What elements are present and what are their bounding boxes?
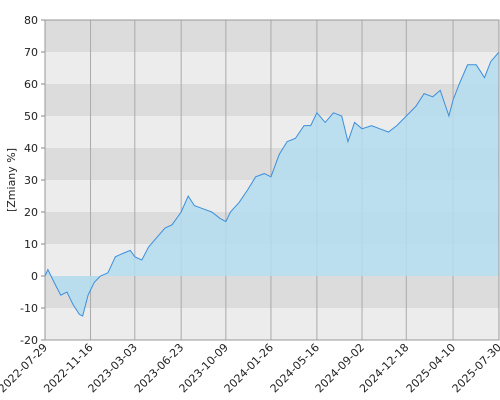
- band: [45, 276, 499, 308]
- y-axis-label: [Zmiany %]: [5, 148, 18, 212]
- y-tick-label: 50: [24, 110, 38, 123]
- y-tick-label: 80: [24, 14, 38, 27]
- y-tick-label: 30: [24, 174, 38, 187]
- y-tick-label: 60: [24, 78, 38, 91]
- y-tick-label: 20: [24, 206, 38, 219]
- line: [44, 51, 500, 317]
- y-tick-label: -10: [20, 302, 38, 315]
- area: [45, 52, 499, 316]
- plot-frame: [44, 19, 500, 341]
- band: [45, 308, 499, 340]
- y-tick-label: -20: [20, 334, 38, 347]
- band: [45, 20, 499, 52]
- y-tick-label: 10: [24, 238, 38, 251]
- y-tick-label: 40: [24, 142, 38, 155]
- band: [45, 52, 499, 84]
- y-tick-label: 70: [24, 46, 38, 59]
- x-tick-label: 2025-07-30: [450, 341, 500, 395]
- y-tick-label: 0: [31, 270, 38, 283]
